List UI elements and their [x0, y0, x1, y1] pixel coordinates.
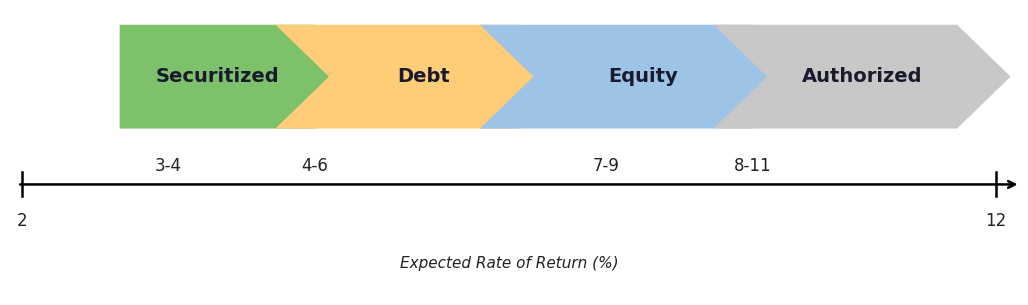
Text: Authorized: Authorized [802, 67, 922, 86]
Polygon shape [119, 25, 368, 128]
Text: 4-6: 4-6 [301, 157, 328, 175]
Text: Equity: Equity [609, 67, 677, 86]
Polygon shape [276, 25, 573, 128]
Text: 8-11: 8-11 [734, 157, 771, 175]
Polygon shape [713, 25, 1011, 128]
Text: Debt: Debt [398, 67, 450, 86]
Text: 12: 12 [986, 212, 1006, 230]
Polygon shape [480, 25, 806, 128]
Text: 7-9: 7-9 [593, 157, 620, 175]
Text: Expected Rate of Return (%): Expected Rate of Return (%) [400, 256, 619, 271]
Text: 2: 2 [16, 212, 28, 230]
Text: Securitized: Securitized [155, 67, 279, 86]
Text: 3-4: 3-4 [155, 157, 182, 175]
